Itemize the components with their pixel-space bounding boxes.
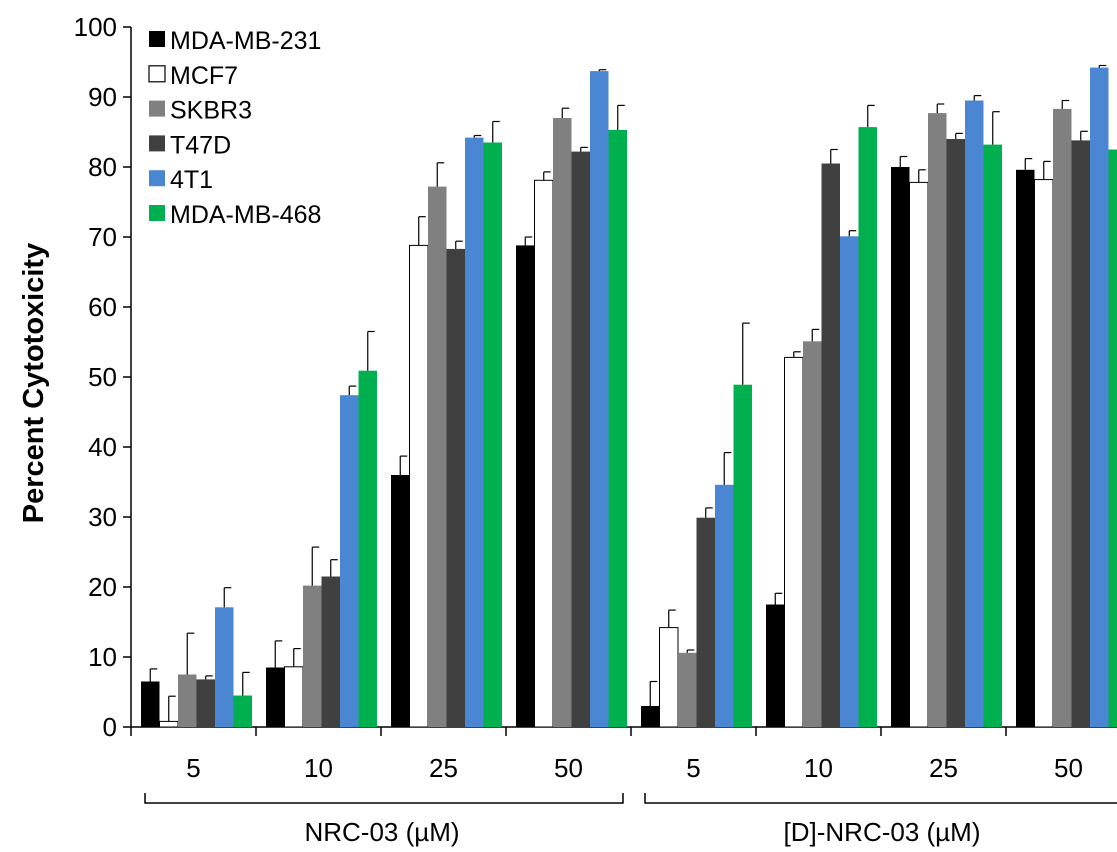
x-category-label: 10 [304,753,333,783]
bar [266,667,285,727]
bar [358,370,377,727]
legend: MDA-MB-231 MCF7 SKBR3 T47D 4T1 MDA-MB-468 [148,27,321,229]
x-category-label: 10 [804,753,833,783]
legend-swatch [148,65,166,83]
bar [321,576,340,727]
bar [1090,67,1109,728]
bar [303,585,322,727]
bar [928,113,947,728]
y-tick-label: 70 [88,222,117,252]
bar [803,341,822,727]
legend-label: MDA-MB-468 [170,201,321,229]
bar [391,475,410,727]
bar [446,248,465,727]
bar [1016,169,1035,728]
x-category-label: 25 [929,753,958,783]
y-tick-label: 20 [88,572,117,602]
y-tick-label: 80 [88,152,117,182]
legend-label: MCF7 [170,62,238,90]
bar [1053,108,1072,727]
x-category-label: 5 [186,753,200,783]
bar [483,142,502,727]
y-tick-label: 30 [88,502,117,532]
group-bracket [144,793,624,804]
x-category-label: 25 [429,753,458,783]
y-tick-label: 60 [88,292,117,322]
y-tick-label: 10 [88,642,117,672]
bar [891,167,910,727]
error-bars [149,64,1107,722]
bar [1071,140,1090,727]
group-label: NRC-03 (µM) [304,817,459,847]
tick-labels: 0 10 20 30 40 50 60 70 80 90 100 5 10 25 50 5 10 25 50 [74,12,1083,783]
bar [733,384,752,727]
bar [678,652,697,727]
legend-swatch [149,135,165,152]
legend-label: 4T1 [170,166,213,194]
bar [965,100,984,727]
bar [534,179,554,728]
bar [215,607,234,727]
y-tick-label: 90 [88,82,117,112]
y-tick-label: 0 [103,712,117,742]
bar [715,484,734,727]
bars [141,67,1117,728]
bar [590,71,609,728]
legend-label: SKBR3 [170,97,252,125]
bar [233,695,252,727]
bar [340,395,359,727]
bar [178,674,197,727]
legend-label: T47D [170,131,231,159]
bar [284,666,304,728]
legend-swatch [149,31,165,47]
group-label: [D]-NRC-03 (µM) [784,817,981,847]
bar [465,137,484,728]
bar [821,163,840,727]
bar [516,245,535,727]
y-tick-label: 100 [74,12,117,42]
group-labels: NRC-03 (µM) [D]-NRC-03 (µM) [144,793,1117,847]
bar [1034,179,1054,728]
legend-swatch [149,205,165,221]
y-tick-label: 40 [88,432,117,462]
legend-swatch [149,100,165,117]
bar [946,139,965,727]
bar [428,186,447,728]
y-tick-label: 50 [88,362,117,392]
bar [409,244,429,728]
legend-label: MDA-MB-231 [170,27,321,55]
bar [159,720,179,728]
bar [141,681,160,727]
bar [571,151,590,728]
bar [196,679,215,727]
x-category-label: 5 [686,753,700,783]
bar [641,706,660,727]
bar [983,144,1002,728]
group-bracket [644,793,1117,804]
bar [659,627,679,728]
x-category-label: 50 [1054,753,1083,783]
bar [696,517,715,727]
bar [909,181,929,728]
legend-swatch [149,170,165,187]
bar [553,118,572,727]
y-axis-title: Percent Cytotoxicity [18,243,50,523]
bar [840,236,859,728]
bar [608,129,627,727]
x-category-label: 50 [554,753,583,783]
bar [766,604,785,727]
bar [858,127,877,728]
bar [784,356,804,728]
bar [1108,149,1117,727]
